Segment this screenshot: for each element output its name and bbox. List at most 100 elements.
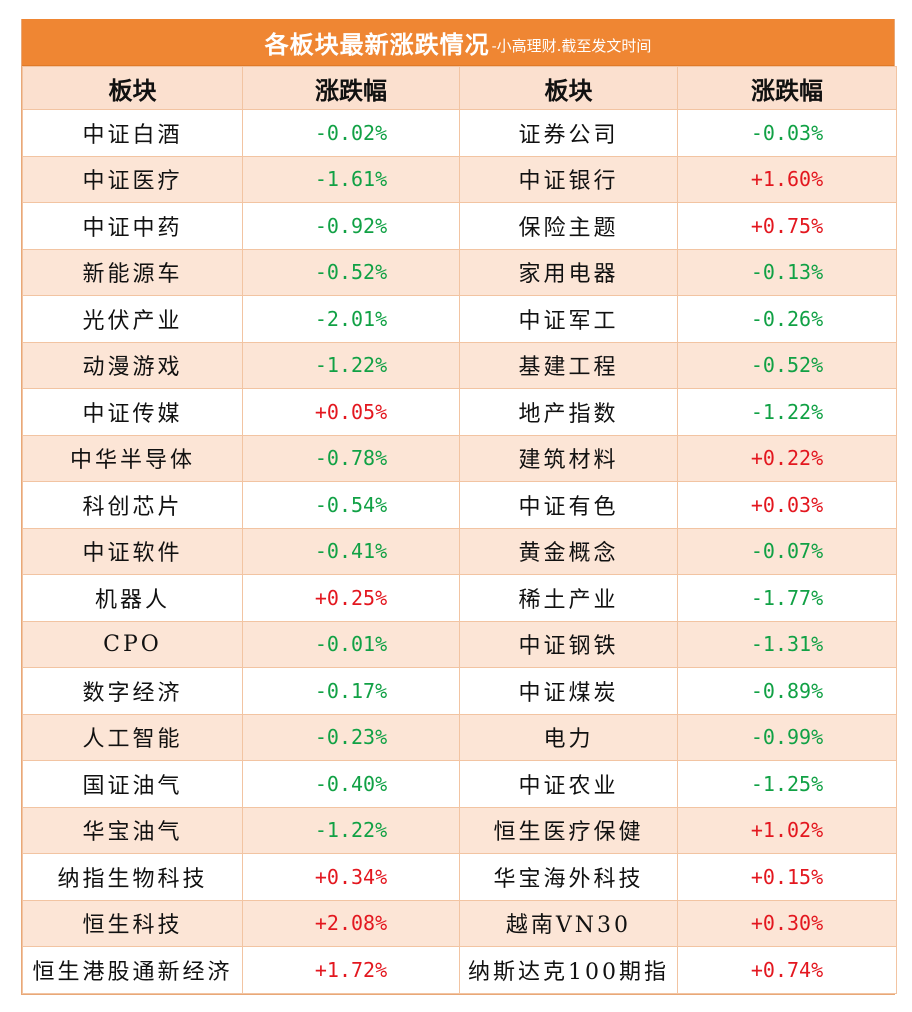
table-row: 数字经济 -0.17% 中证煤炭 -0.89% — [22, 667, 897, 715]
change-value-right: -1.31% — [677, 620, 897, 668]
sector-name-left: 中证白酒 — [22, 109, 243, 157]
change-value-left: +0.05% — [242, 388, 460, 436]
sector-name-left: 恒生港股通新经济 — [22, 946, 243, 994]
sector-name-left: 中证软件 — [22, 527, 243, 575]
change-value-right: +0.15% — [677, 853, 897, 901]
table-row: 中证白酒 -0.02% 证券公司 -0.03% — [22, 109, 897, 157]
table-row: 国证油气 -0.40% 中证农业 -1.25% — [22, 760, 897, 808]
table-row: 中华半导体 -0.78% 建筑材料 +0.22% — [22, 434, 897, 482]
change-value-right: -0.07% — [677, 527, 897, 575]
header-sector-left: 板块 — [22, 66, 243, 110]
table-row: 人工智能 -0.23% 电力 -0.99% — [22, 713, 897, 761]
change-value-left: -0.54% — [242, 481, 460, 529]
change-value-right: -0.13% — [677, 248, 897, 296]
change-value-left: -0.02% — [242, 109, 460, 157]
sector-name-left: 中证传媒 — [22, 388, 243, 436]
change-value-left: -0.01% — [242, 620, 460, 668]
table-row: 科创芯片 -0.54% 中证有色 +0.03% — [22, 481, 897, 529]
header-change-right: 涨跌幅 — [677, 66, 897, 110]
table-row: 恒生科技 +2.08% 越南VN30 +0.30% — [22, 899, 897, 947]
change-value-left: -0.52% — [242, 248, 460, 296]
change-value-right: +1.02% — [677, 806, 897, 854]
table-row: 中证传媒 +0.05% 地产指数 -1.22% — [22, 388, 897, 436]
change-value-right: -0.89% — [677, 667, 897, 715]
sector-name-left: 新能源车 — [22, 248, 243, 296]
table-header-row: 板块 涨跌幅 板块 涨跌幅 — [22, 66, 897, 110]
table-row: 光伏产业 -2.01% 中证军工 -0.26% — [22, 295, 897, 343]
change-value-right: +0.22% — [677, 434, 897, 482]
sector-name-right: 地产指数 — [459, 388, 678, 436]
header-sector-right: 板块 — [459, 66, 678, 110]
sector-name-right: 中证钢铁 — [459, 620, 678, 668]
change-value-left: -1.22% — [242, 341, 460, 389]
change-value-left: +1.72% — [242, 946, 460, 994]
sector-name-right: 稀土产业 — [459, 574, 678, 622]
sector-name-left: CPO — [22, 620, 243, 668]
change-value-left: -0.92% — [242, 202, 460, 250]
change-value-right: -1.77% — [677, 574, 897, 622]
sector-name-right: 证券公司 — [459, 109, 678, 157]
change-value-left: -1.22% — [242, 806, 460, 854]
change-value-left: -0.78% — [242, 434, 460, 482]
sector-name-right: 电力 — [459, 713, 678, 761]
change-value-right: +0.30% — [677, 899, 897, 947]
sector-name-right: 中证军工 — [459, 295, 678, 343]
sector-change-table: 板块 涨跌幅 板块 涨跌幅 中证白酒 -0.02% 证券公司 -0.03% 中证医疗 -1… — [22, 66, 897, 994]
table-row: 机器人 +0.25% 稀土产业 -1.77% — [22, 574, 897, 622]
sector-name-left: 纳指生物科技 — [22, 853, 243, 901]
change-value-right: -0.26% — [677, 295, 897, 343]
sector-name-right: 黄金概念 — [459, 527, 678, 575]
change-value-left: +2.08% — [242, 899, 460, 947]
change-value-left: -1.61% — [242, 155, 460, 203]
change-value-right: +0.75% — [677, 202, 897, 250]
table-row: 中证软件 -0.41% 黄金概念 -0.07% — [22, 527, 897, 575]
sector-name-right: 中证农业 — [459, 760, 678, 808]
sector-name-left: 中证中药 — [22, 202, 243, 250]
sector-performance-sheet: 各板块最新涨跌情况 -小高理财.截至发文时间 板块 涨跌幅 板块 涨跌幅 中证白酒… — [21, 19, 897, 995]
sector-name-left: 光伏产业 — [22, 295, 243, 343]
change-value-left: +0.34% — [242, 853, 460, 901]
sheet-subtitle: -小高理财.截至发文时间 — [491, 36, 652, 55]
sector-name-left: 国证油气 — [22, 760, 243, 808]
table-row: CPO -0.01% 中证钢铁 -1.31% — [22, 620, 897, 668]
sector-name-right: 中证银行 — [459, 155, 678, 203]
sector-name-left: 恒生科技 — [22, 899, 243, 947]
table-row: 中证医疗 -1.61% 中证银行 +1.60% — [22, 155, 897, 203]
table-row: 新能源车 -0.52% 家用电器 -0.13% — [22, 248, 897, 296]
sector-name-right: 华宝海外科技 — [459, 853, 678, 901]
sector-name-left: 人工智能 — [22, 713, 243, 761]
sector-name-right: 恒生医疗保健 — [459, 806, 678, 854]
change-value-left: +0.25% — [242, 574, 460, 622]
sector-name-right: 建筑材料 — [459, 434, 678, 482]
change-value-right: +0.03% — [677, 481, 897, 529]
change-value-left: -0.17% — [242, 667, 460, 715]
sector-name-left: 动漫游戏 — [22, 341, 243, 389]
sector-name-right: 家用电器 — [459, 248, 678, 296]
sector-name-right: 越南VN30 — [459, 899, 678, 947]
change-value-right: -0.99% — [677, 713, 897, 761]
change-value-right: +0.74% — [677, 946, 897, 994]
sector-name-right: 基建工程 — [459, 341, 678, 389]
table-row: 纳指生物科技 +0.34% 华宝海外科技 +0.15% — [22, 853, 897, 901]
table-row: 华宝油气 -1.22% 恒生医疗保健 +1.02% — [22, 806, 897, 854]
change-value-right: -1.25% — [677, 760, 897, 808]
change-value-left: -0.41% — [242, 527, 460, 575]
table-row: 动漫游戏 -1.22% 基建工程 -0.52% — [22, 341, 897, 389]
sector-name-left: 科创芯片 — [22, 481, 243, 529]
change-value-right: -1.22% — [677, 388, 897, 436]
sector-name-left: 数字经济 — [22, 667, 243, 715]
change-value-right: +1.60% — [677, 155, 897, 203]
change-value-left: -0.40% — [242, 760, 460, 808]
sector-name-left: 中华半导体 — [22, 434, 243, 482]
change-value-left: -0.23% — [242, 713, 460, 761]
table-row: 恒生港股通新经济 +1.72% 纳斯达克100期指 +0.74% — [22, 946, 897, 994]
sheet-title: 各板块最新涨跌情况 — [264, 29, 490, 59]
sector-name-right: 中证煤炭 — [459, 667, 678, 715]
change-value-left: -2.01% — [242, 295, 460, 343]
sector-name-right: 中证有色 — [459, 481, 678, 529]
sector-name-left: 中证医疗 — [22, 155, 243, 203]
change-value-right: -0.03% — [677, 109, 897, 157]
table-row: 中证中药 -0.92% 保险主题 +0.75% — [22, 202, 897, 250]
change-value-right: -0.52% — [677, 341, 897, 389]
header-change-left: 涨跌幅 — [242, 66, 460, 110]
